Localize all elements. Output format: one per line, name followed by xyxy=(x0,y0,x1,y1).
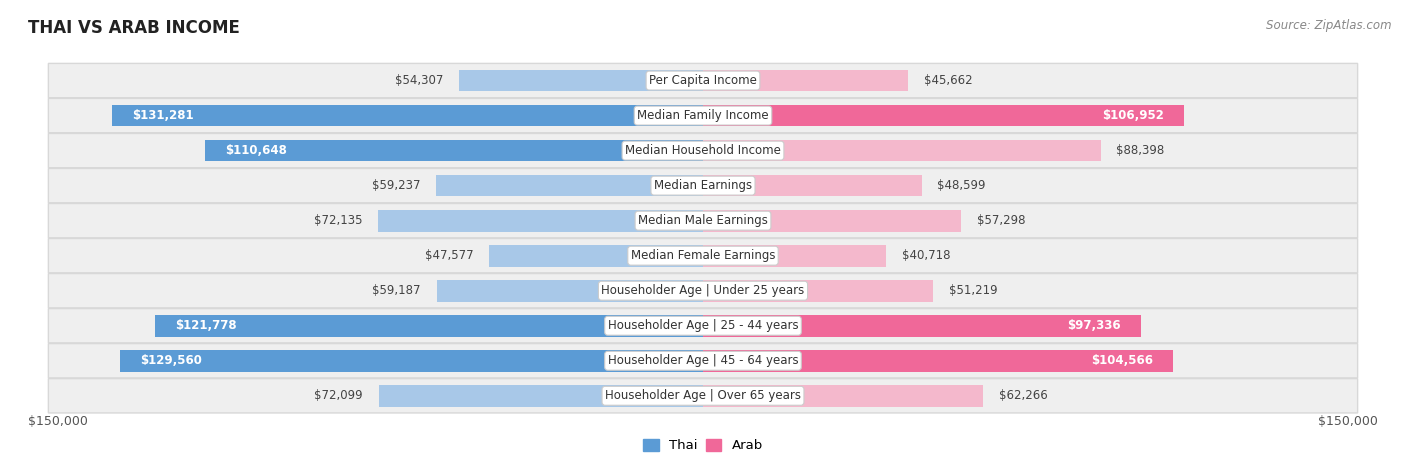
Text: $59,187: $59,187 xyxy=(373,284,420,297)
Text: Median Household Income: Median Household Income xyxy=(626,144,780,157)
Bar xyxy=(703,350,1174,372)
Text: Median Female Earnings: Median Female Earnings xyxy=(631,249,775,262)
Text: $57,298: $57,298 xyxy=(977,214,1025,227)
Text: $54,307: $54,307 xyxy=(395,74,443,87)
Bar xyxy=(703,245,886,267)
Bar xyxy=(489,245,703,267)
Text: $59,237: $59,237 xyxy=(373,179,420,192)
Bar xyxy=(703,70,908,92)
Text: Median Family Income: Median Family Income xyxy=(637,109,769,122)
Text: Householder Age | Under 25 years: Householder Age | Under 25 years xyxy=(602,284,804,297)
Bar xyxy=(458,70,703,92)
Bar xyxy=(378,385,703,407)
Text: $131,281: $131,281 xyxy=(132,109,194,122)
Text: $47,577: $47,577 xyxy=(425,249,474,262)
FancyBboxPatch shape xyxy=(48,309,1358,343)
Bar xyxy=(703,315,1140,337)
Bar xyxy=(120,350,703,372)
Text: $88,398: $88,398 xyxy=(1116,144,1164,157)
FancyBboxPatch shape xyxy=(48,99,1358,133)
Text: $110,648: $110,648 xyxy=(225,144,287,157)
Text: $121,778: $121,778 xyxy=(176,319,238,332)
Bar xyxy=(155,315,703,337)
Bar xyxy=(436,175,703,197)
Text: Median Male Earnings: Median Male Earnings xyxy=(638,214,768,227)
Text: Householder Age | Over 65 years: Householder Age | Over 65 years xyxy=(605,389,801,402)
Text: $51,219: $51,219 xyxy=(949,284,998,297)
Text: Per Capita Income: Per Capita Income xyxy=(650,74,756,87)
Text: Source: ZipAtlas.com: Source: ZipAtlas.com xyxy=(1267,19,1392,32)
FancyBboxPatch shape xyxy=(48,204,1358,238)
Text: $45,662: $45,662 xyxy=(924,74,973,87)
Bar xyxy=(437,280,703,302)
Text: $40,718: $40,718 xyxy=(901,249,950,262)
Bar xyxy=(703,385,983,407)
Text: THAI VS ARAB INCOME: THAI VS ARAB INCOME xyxy=(28,19,240,37)
Bar xyxy=(378,210,703,232)
Text: $129,560: $129,560 xyxy=(141,354,202,367)
Bar xyxy=(703,105,1184,127)
Bar xyxy=(703,140,1101,162)
Text: $104,566: $104,566 xyxy=(1091,354,1153,367)
Text: $150,000: $150,000 xyxy=(1317,415,1378,427)
Bar xyxy=(703,210,960,232)
Bar xyxy=(703,175,922,197)
FancyBboxPatch shape xyxy=(48,344,1358,378)
Text: $150,000: $150,000 xyxy=(28,415,89,427)
Text: $72,135: $72,135 xyxy=(314,214,363,227)
FancyBboxPatch shape xyxy=(48,64,1358,98)
FancyBboxPatch shape xyxy=(48,379,1358,413)
Text: $48,599: $48,599 xyxy=(938,179,986,192)
Bar xyxy=(112,105,703,127)
FancyBboxPatch shape xyxy=(48,274,1358,308)
Bar xyxy=(703,280,934,302)
FancyBboxPatch shape xyxy=(48,239,1358,273)
Legend: Thai, Arab: Thai, Arab xyxy=(637,433,769,457)
FancyBboxPatch shape xyxy=(48,134,1358,168)
Text: Householder Age | 25 - 44 years: Householder Age | 25 - 44 years xyxy=(607,319,799,332)
Text: $72,099: $72,099 xyxy=(314,389,363,402)
FancyBboxPatch shape xyxy=(48,169,1358,203)
Bar xyxy=(205,140,703,162)
Text: Householder Age | 45 - 64 years: Householder Age | 45 - 64 years xyxy=(607,354,799,367)
Text: $106,952: $106,952 xyxy=(1102,109,1164,122)
Text: $97,336: $97,336 xyxy=(1067,319,1121,332)
Text: $62,266: $62,266 xyxy=(998,389,1047,402)
Text: Median Earnings: Median Earnings xyxy=(654,179,752,192)
